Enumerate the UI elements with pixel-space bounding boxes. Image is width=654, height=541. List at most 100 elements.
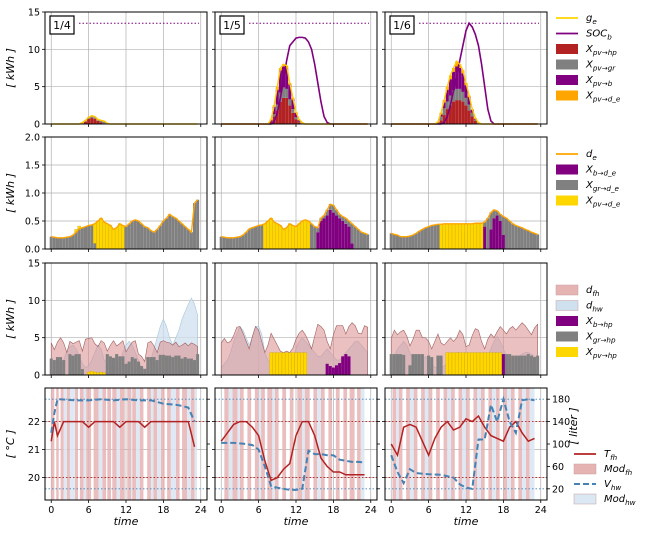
bar-X_gr_hp — [399, 354, 403, 375]
bar-X_gr_hp — [511, 355, 515, 375]
y-tick-label: 21 — [28, 445, 40, 456]
bar-X_gr_hp — [523, 355, 527, 375]
y-tick-label: 10 — [28, 45, 40, 56]
de-line — [51, 199, 199, 239]
bar-X_b_de — [328, 209, 332, 249]
legend-label: Xpv→hp — [585, 44, 617, 57]
legend-swatch-box — [556, 75, 578, 85]
bar-X_pv_de — [288, 223, 292, 250]
bar-X_pv_de — [476, 223, 481, 250]
y-tick-label: 15 — [28, 8, 40, 19]
x-tick-label: 12 — [120, 505, 132, 516]
bar-X_gr_hp — [508, 354, 512, 375]
bar-X_gr_de — [529, 232, 533, 249]
legend-label: SOCb — [586, 29, 612, 42]
bar-X_pv_de — [467, 223, 471, 250]
panel-r3-c2 — [212, 262, 378, 378]
bar-X_b_de — [325, 215, 329, 249]
bar-X_pv_de — [442, 223, 446, 250]
bar-X_pv_gr — [464, 97, 468, 106]
bar-X_pv_hp — [470, 352, 474, 376]
bar-X_pv_de — [294, 226, 298, 250]
bar-X_pv_de — [118, 223, 122, 250]
bar-X_gr_hp — [155, 360, 159, 375]
bar-X_b_hp — [501, 354, 505, 375]
bar-X_gr_hp — [517, 355, 521, 375]
bar-X_pv_hp — [473, 121, 477, 124]
bar-X_gr_de — [260, 224, 264, 249]
mod-hw-band — [130, 388, 133, 500]
bar-X_b_hp — [331, 367, 335, 375]
bar-X_gr_de — [59, 237, 63, 249]
bar-X_gr_de — [411, 235, 415, 249]
mod-fh-band — [66, 388, 70, 500]
bar-X_pv_b — [442, 102, 446, 109]
date-box — [49, 15, 75, 35]
bar-X_gr_de — [168, 214, 172, 249]
dfh-area — [220, 322, 368, 376]
legend-swatch-box — [556, 44, 578, 54]
bar-X_gr_de — [359, 232, 363, 249]
mod-fh-band — [232, 388, 238, 500]
bar-X_pv_de — [451, 223, 456, 250]
bar-X_gr_hp — [408, 365, 412, 375]
bar-X_gr_hp — [427, 355, 431, 375]
bar-X_pv_de — [269, 218, 273, 250]
bar-X_gr_de — [146, 227, 150, 249]
mod-hw-band — [529, 388, 535, 500]
bar-X_gr_de — [253, 226, 258, 249]
mod-hw-band — [447, 388, 452, 500]
y-tick-label: 1.0 — [25, 189, 40, 200]
bar-X_gr_de — [180, 223, 184, 249]
bar-X_gr_hp — [52, 360, 56, 375]
bar-X_pv_gr — [275, 104, 279, 111]
bar-X_pv_gr — [439, 116, 443, 121]
bar-X_b_hp — [341, 356, 345, 375]
mod-hw-band — [409, 388, 414, 500]
bar-X_pv_de — [102, 221, 106, 250]
mod-hw-band — [194, 388, 198, 500]
mod-hw-band — [360, 388, 365, 500]
bar-X_gr_de — [87, 225, 91, 249]
legend-label: Modfh — [604, 464, 633, 477]
bar-X_gr_de — [489, 212, 493, 230]
bar-X_gr_de — [420, 229, 424, 249]
date-label: 1/4 — [53, 19, 71, 32]
bar-X_pv_hp — [288, 352, 292, 376]
bar-X_pv_b — [464, 85, 468, 98]
bar-X_pv_gr — [442, 108, 446, 116]
bar-X_b_hp — [347, 356, 351, 375]
bar-X_gr_de — [62, 237, 66, 249]
bar-X_gr_hp — [414, 354, 418, 375]
bar-X_gr_hp — [180, 358, 184, 375]
bar-X_gr_de — [331, 205, 335, 213]
bar-X_gr_de — [161, 221, 165, 249]
mod-fh-band — [182, 388, 188, 500]
bar-X_gr_de — [136, 221, 140, 249]
mod-fh-band — [473, 388, 478, 500]
mod-fh-band — [261, 388, 265, 500]
bar-X_gr_de — [363, 233, 367, 249]
legend-swatch-box — [573, 493, 597, 505]
bar-X_gr_de — [74, 232, 78, 249]
mod-fh-band — [93, 388, 99, 500]
mod-fh-band — [328, 388, 333, 500]
bar-X_pv_hp — [282, 97, 286, 124]
bar-X_pv_de — [263, 223, 267, 250]
x-tick-label: 18 — [497, 505, 509, 516]
mod-hw-band — [170, 388, 176, 500]
legend-swatch-box — [556, 195, 578, 206]
bar-X_gr_de — [143, 226, 147, 249]
y-tick-label: 5 — [34, 333, 40, 344]
bar-X_gr_de — [399, 236, 403, 249]
bar-X_gr_de — [436, 224, 440, 249]
x-tick-label: 12 — [290, 505, 302, 516]
bar-X_pv_hp — [451, 352, 456, 376]
mod-fh-band — [60, 388, 64, 500]
bar-X_pv_de — [105, 223, 109, 250]
bar-X_gr_de — [164, 218, 169, 249]
mod-fh-band — [335, 388, 340, 500]
date-box — [389, 15, 415, 35]
vhw-line — [50, 398, 196, 433]
bar-X_gr_hp — [59, 357, 63, 375]
